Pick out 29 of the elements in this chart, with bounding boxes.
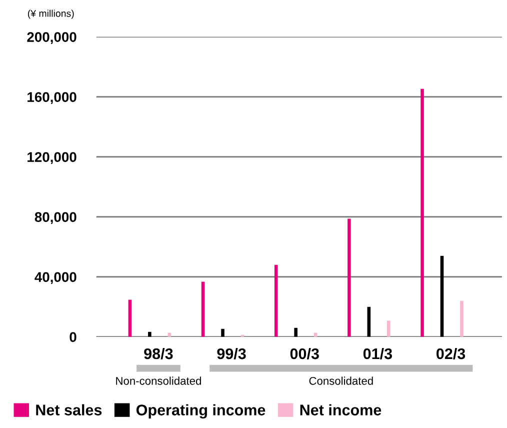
y-tick-label: 80,000 <box>34 212 76 224</box>
bar <box>460 300 464 337</box>
bar <box>367 306 371 337</box>
bar <box>221 328 224 337</box>
text: Non-consolidated <box>116 376 201 385</box>
x-tick-label: 00/3 <box>290 348 319 360</box>
bar <box>387 320 390 337</box>
x-tick-label: 99/3 <box>217 348 246 360</box>
y-tick-label: 40,000 <box>34 272 76 284</box>
bar <box>440 256 444 337</box>
bar <box>274 264 278 337</box>
bar <box>148 332 152 337</box>
x-tick-label: 98/3 <box>144 348 173 360</box>
y-tick-label: 160,000 <box>28 92 76 104</box>
bar <box>201 282 205 337</box>
x-tick-label: 02/3 <box>436 348 466 360</box>
bar <box>348 218 351 337</box>
y-axis-title: (¥ millions) <box>28 10 74 19</box>
legend-label: Net income <box>300 404 382 416</box>
y-tick-label: 120,000 <box>28 152 76 164</box>
x-tick-label: 01/3 <box>363 348 392 360</box>
y-tick-label: 0 <box>70 332 76 342</box>
y-tick-label: 200,000 <box>27 32 76 44</box>
bar <box>420 88 424 337</box>
bar <box>294 328 298 337</box>
bar <box>128 300 132 337</box>
legend-label: Net sales <box>36 404 102 416</box>
legend-label: Operating income <box>136 404 266 419</box>
text: Consolidated <box>309 376 373 385</box>
